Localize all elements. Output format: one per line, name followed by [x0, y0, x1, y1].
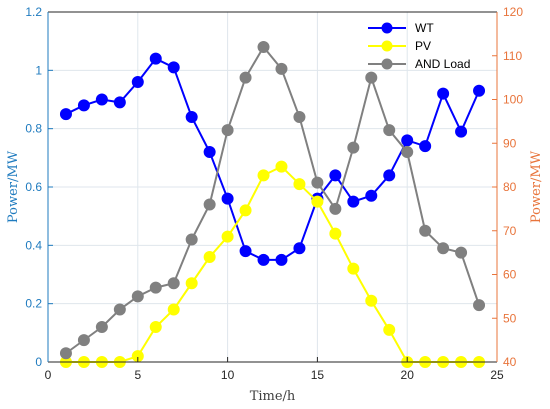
data-point-and-load — [455, 246, 468, 259]
data-point-pv — [185, 277, 198, 290]
data-point-wt — [59, 108, 72, 121]
data-point-pv — [221, 230, 234, 243]
data-point-and-load — [293, 111, 306, 123]
y-left-tick-label: 1 — [35, 63, 42, 77]
x-tick-label: 25 — [490, 368, 504, 382]
legend-marker — [381, 22, 393, 34]
grid-lines — [47, 11, 498, 363]
data-point-and-load — [401, 146, 414, 158]
data-point-pv — [365, 294, 378, 307]
y-right-tick-label: 50 — [503, 311, 517, 325]
y-right-tick-label: 70 — [503, 224, 517, 238]
data-point-and-load — [113, 303, 126, 316]
y-left-tick-label: 1.2 — [25, 5, 42, 19]
data-point-wt — [149, 52, 162, 65]
y-right-axis-label: Power/MW — [529, 150, 544, 223]
data-point-wt — [437, 87, 450, 100]
legend-label: PV — [415, 39, 431, 53]
data-point-pv — [203, 251, 216, 263]
data-point-wt — [167, 61, 180, 74]
x-tick-label: 10 — [221, 368, 235, 382]
data-point-and-load — [77, 334, 90, 347]
data-point-wt — [383, 169, 396, 182]
data-point-wt — [347, 195, 360, 208]
y-left-tick-label: 0.6 — [25, 180, 42, 194]
data-point-wt — [95, 93, 108, 106]
data-point-pv — [347, 262, 360, 275]
data-point-pv — [311, 195, 324, 208]
data-point-and-load — [185, 233, 198, 246]
data-point-wt — [239, 245, 252, 258]
y-right-tick-label: 80 — [503, 180, 517, 194]
y-left-tick-label: 0 — [35, 355, 42, 369]
data-point-wt — [473, 84, 486, 97]
data-point-wt — [293, 242, 306, 255]
legend-label: AND Load — [415, 57, 470, 71]
data-point-pv — [329, 227, 342, 240]
legend-label: WT — [415, 21, 434, 35]
y-left-tick-label: 0.8 — [25, 122, 42, 136]
data-point-and-load — [167, 277, 180, 290]
y-right-tick-label: 100 — [503, 93, 523, 107]
x-axis-label: Time/h — [250, 389, 296, 404]
data-point-wt — [329, 169, 342, 182]
data-point-and-load — [131, 290, 144, 303]
x-tick-label: 5 — [134, 368, 141, 382]
data-point-and-load — [221, 124, 234, 137]
data-point-and-load — [275, 62, 288, 75]
plot-area — [59, 41, 486, 368]
data-point-and-load — [95, 321, 108, 333]
data-point-pv — [275, 160, 288, 173]
data-point-and-load — [329, 202, 342, 215]
data-point-pv — [293, 178, 306, 191]
y-left-tick-label: 0.4 — [25, 238, 42, 252]
data-point-and-load — [257, 41, 270, 53]
data-point-wt — [77, 99, 90, 112]
data-point-wt — [401, 134, 414, 147]
data-point-and-load — [311, 176, 324, 189]
data-point-pv — [383, 323, 396, 336]
data-point-and-load — [473, 299, 486, 312]
data-point-wt — [185, 111, 198, 123]
data-point-wt — [365, 189, 378, 202]
data-point-pv — [257, 169, 270, 182]
axes: 0 5 10 15 20 25 0 0.2 0.4 0.6 0.8 1 1.2 40 50 60 70 80 90 1… — [6, 5, 544, 404]
data-point-pv — [239, 204, 252, 217]
y-right-tick-label: 40 — [503, 355, 517, 369]
y-right-tick-label: 90 — [503, 136, 517, 150]
data-point-and-load — [419, 224, 432, 237]
data-point-wt — [455, 125, 468, 138]
y-right-tick-label: 60 — [503, 268, 517, 282]
data-point-wt — [113, 96, 126, 109]
data-point-wt — [419, 140, 432, 153]
legend: WT PV AND Load — [368, 21, 470, 71]
y-left-tick-label: 0.2 — [25, 297, 42, 311]
data-point-and-load — [203, 198, 216, 211]
data-point-pv — [167, 303, 180, 316]
data-point-pv — [149, 321, 162, 333]
data-point-and-load — [437, 242, 450, 255]
legend-marker — [381, 58, 393, 70]
data-point-wt — [221, 192, 234, 205]
x-tick-label: 0 — [45, 368, 52, 382]
data-point-wt — [131, 76, 144, 88]
y-right-tick-label: 120 — [503, 5, 523, 19]
data-point-and-load — [59, 347, 72, 360]
data-point-and-load — [383, 124, 396, 137]
data-point-wt — [203, 146, 216, 158]
y-right-tick-label: 110 — [503, 49, 522, 63]
legend-marker — [381, 40, 393, 52]
x-tick-label: 15 — [311, 368, 325, 382]
data-point-and-load — [239, 71, 252, 84]
data-point-and-load — [347, 141, 360, 154]
data-point-and-load — [149, 281, 162, 294]
y-left-axis-label: Power/MW — [6, 150, 21, 223]
data-point-and-load — [365, 71, 378, 84]
x-tick-label: 20 — [401, 368, 415, 382]
data-point-wt — [257, 253, 270, 266]
data-point-wt — [275, 253, 288, 266]
